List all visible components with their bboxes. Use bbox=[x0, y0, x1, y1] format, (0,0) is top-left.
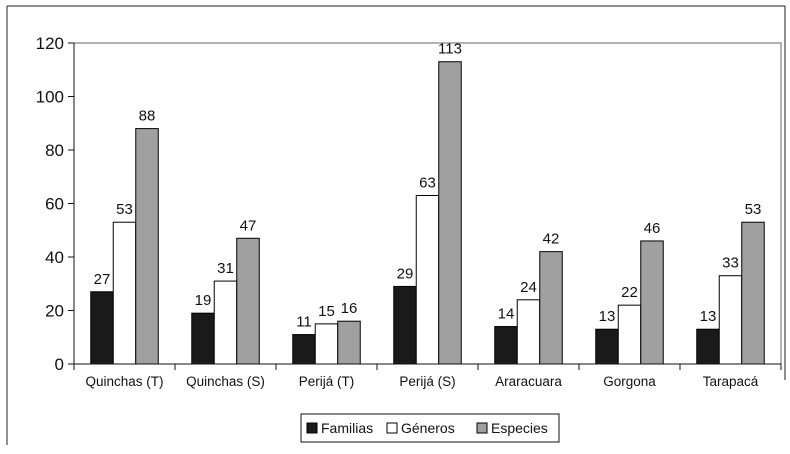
legend-swatch bbox=[386, 422, 398, 434]
bar bbox=[337, 320, 361, 365]
bar bbox=[438, 61, 462, 365]
data-label: 13 bbox=[700, 308, 717, 325]
data-label: 33 bbox=[722, 255, 739, 272]
bar bbox=[191, 312, 215, 365]
legend-swatch bbox=[476, 422, 488, 434]
bar bbox=[415, 194, 440, 365]
bar bbox=[135, 128, 159, 365]
y-tick-label: 80 bbox=[45, 141, 64, 160]
y-tick-label: 20 bbox=[45, 302, 64, 321]
data-label: 11 bbox=[296, 314, 312, 331]
bar bbox=[539, 251, 563, 365]
data-label: 46 bbox=[644, 220, 661, 237]
x-tick-label: Araracuara bbox=[495, 374, 562, 389]
y-tick-label: 40 bbox=[45, 248, 64, 267]
data-label: 22 bbox=[621, 284, 638, 301]
x-tick-label: Perijá (T) bbox=[299, 374, 355, 389]
y-tick-label: 120 bbox=[36, 34, 64, 53]
bar bbox=[718, 275, 743, 365]
x-tick-label: Gorgona bbox=[603, 374, 656, 389]
bar bbox=[90, 291, 114, 365]
x-tick-label: Perijá (S) bbox=[399, 374, 455, 389]
data-label: 24 bbox=[520, 279, 537, 296]
data-label: 53 bbox=[745, 201, 762, 218]
bar bbox=[213, 280, 238, 365]
bar bbox=[314, 323, 339, 365]
bar bbox=[640, 240, 664, 365]
data-label: 13 bbox=[599, 308, 616, 325]
bar bbox=[292, 334, 316, 365]
legend-label: Géneros bbox=[401, 420, 455, 436]
legend-swatch bbox=[306, 422, 318, 434]
data-label: 53 bbox=[116, 201, 133, 218]
data-label: 19 bbox=[195, 292, 212, 309]
legend-label: Familias bbox=[321, 420, 373, 436]
x-tick-label: Quinchas (S) bbox=[186, 374, 265, 389]
bar bbox=[595, 328, 619, 365]
data-label: 88 bbox=[139, 108, 156, 125]
x-tick-label: Quinchas (T) bbox=[85, 374, 163, 389]
bar bbox=[516, 299, 541, 365]
bar bbox=[112, 221, 137, 365]
x-tick-label: Tarapacá bbox=[703, 374, 759, 389]
data-label: 31 bbox=[217, 260, 234, 277]
legend-label: Especies bbox=[491, 420, 548, 436]
y-tick-label: 60 bbox=[45, 195, 64, 214]
bar bbox=[494, 326, 518, 365]
bar bbox=[236, 237, 260, 365]
data-label: 27 bbox=[94, 271, 111, 288]
data-label: 14 bbox=[498, 306, 515, 323]
bar bbox=[393, 285, 417, 365]
data-label: 113 bbox=[438, 41, 462, 58]
bar bbox=[696, 328, 720, 365]
data-label: 63 bbox=[419, 174, 436, 191]
data-label: 15 bbox=[318, 303, 335, 320]
legend-box bbox=[300, 413, 560, 443]
y-tick-label: 0 bbox=[55, 355, 64, 374]
bar bbox=[741, 221, 765, 365]
data-label: 47 bbox=[240, 217, 257, 234]
data-label: 16 bbox=[341, 300, 358, 317]
y-tick-label: 100 bbox=[36, 88, 64, 107]
data-label: 29 bbox=[397, 265, 414, 282]
bar bbox=[617, 304, 642, 365]
data-label: 42 bbox=[543, 231, 560, 248]
